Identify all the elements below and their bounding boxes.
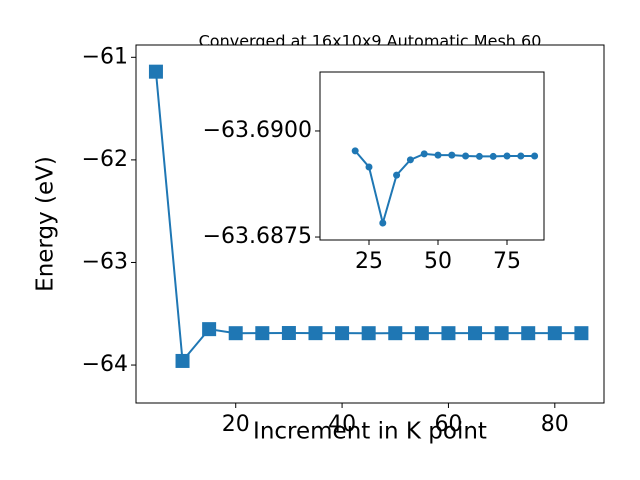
data-marker bbox=[255, 326, 270, 341]
data-marker bbox=[361, 326, 376, 341]
y-tick-label: −62 bbox=[82, 147, 128, 172]
x-tick-label: 80 bbox=[541, 412, 569, 437]
data-marker bbox=[308, 326, 323, 341]
data-marker bbox=[574, 326, 589, 341]
data-marker bbox=[462, 152, 470, 160]
data-marker bbox=[351, 147, 359, 155]
y-tick-label: −63.6900 bbox=[203, 118, 312, 143]
data-marker bbox=[547, 326, 562, 341]
data-marker bbox=[175, 353, 190, 368]
data-marker bbox=[494, 326, 509, 341]
data-marker bbox=[503, 152, 511, 160]
data-marker bbox=[489, 152, 497, 160]
data-marker bbox=[434, 151, 442, 159]
y-tick-label: −61 bbox=[82, 44, 128, 69]
data-marker bbox=[406, 156, 414, 164]
data-marker bbox=[228, 326, 243, 341]
data-marker bbox=[521, 326, 536, 341]
data-marker bbox=[365, 163, 373, 171]
x-tick-label: 50 bbox=[424, 249, 452, 274]
data-marker bbox=[388, 326, 403, 341]
data-marker bbox=[281, 326, 296, 341]
y-tick-label: −63 bbox=[82, 249, 128, 274]
x-tick-label: 20 bbox=[222, 412, 250, 437]
data-marker bbox=[441, 326, 456, 341]
data-marker bbox=[202, 322, 217, 337]
x-tick-label: 75 bbox=[493, 249, 521, 274]
data-marker bbox=[335, 326, 350, 341]
data-marker bbox=[393, 171, 401, 179]
data-marker bbox=[475, 152, 483, 160]
data-marker bbox=[517, 152, 525, 160]
data-marker bbox=[379, 219, 387, 227]
x-tick-label: 40 bbox=[328, 412, 356, 437]
x-axis-label: Increment in K point bbox=[253, 419, 487, 445]
y-axis-label: Energy (eV) bbox=[33, 156, 59, 292]
data-marker bbox=[420, 150, 428, 158]
y-tick-label: −63.6875 bbox=[203, 224, 312, 249]
x-tick-label: 60 bbox=[434, 412, 462, 437]
data-marker bbox=[531, 152, 539, 160]
y-tick-label: −64 bbox=[82, 352, 128, 377]
data-marker bbox=[468, 326, 483, 341]
data-marker bbox=[448, 151, 456, 159]
data-marker bbox=[148, 64, 163, 79]
x-tick-label: 25 bbox=[355, 249, 383, 274]
data-marker bbox=[414, 326, 429, 341]
